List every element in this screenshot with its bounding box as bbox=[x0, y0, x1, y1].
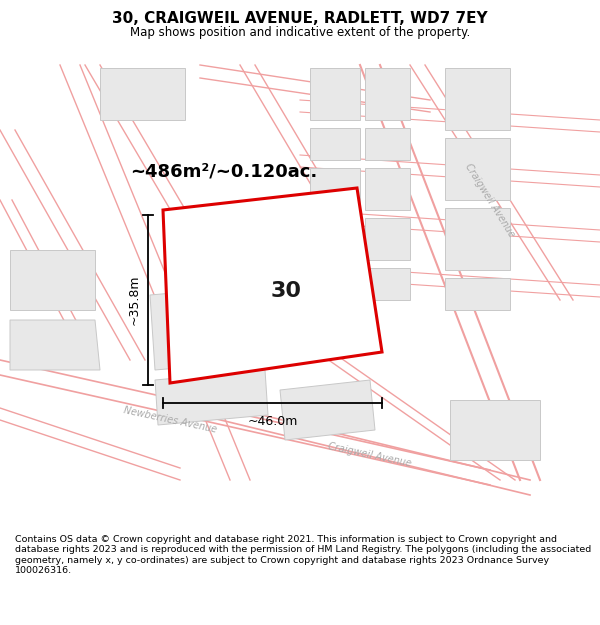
Polygon shape bbox=[310, 168, 360, 210]
Text: Newberries Avenue: Newberries Avenue bbox=[122, 405, 218, 435]
Polygon shape bbox=[450, 400, 540, 460]
Text: Contains OS data © Crown copyright and database right 2021. This information is : Contains OS data © Crown copyright and d… bbox=[15, 535, 591, 575]
Polygon shape bbox=[150, 285, 270, 370]
Text: 30: 30 bbox=[271, 281, 302, 301]
Polygon shape bbox=[365, 218, 410, 260]
Text: ~46.0m: ~46.0m bbox=[247, 415, 298, 428]
Polygon shape bbox=[155, 370, 268, 425]
Polygon shape bbox=[310, 68, 360, 120]
Text: Craigweil Avenue: Craigweil Avenue bbox=[328, 441, 413, 469]
Text: 30, CRAIGWEIL AVENUE, RADLETT, WD7 7EY: 30, CRAIGWEIL AVENUE, RADLETT, WD7 7EY bbox=[112, 11, 488, 26]
Polygon shape bbox=[445, 138, 510, 200]
Polygon shape bbox=[365, 68, 410, 120]
Polygon shape bbox=[365, 268, 410, 300]
Polygon shape bbox=[100, 68, 185, 120]
Polygon shape bbox=[445, 278, 510, 310]
Polygon shape bbox=[310, 268, 360, 300]
Polygon shape bbox=[445, 208, 510, 270]
Polygon shape bbox=[310, 128, 360, 160]
Polygon shape bbox=[445, 68, 510, 130]
Text: Map shows position and indicative extent of the property.: Map shows position and indicative extent… bbox=[130, 26, 470, 39]
Text: ~35.8m: ~35.8m bbox=[128, 275, 141, 325]
Text: ~486m²/~0.120ac.: ~486m²/~0.120ac. bbox=[130, 163, 317, 181]
Text: Craigweil Avenue: Craigweil Avenue bbox=[463, 161, 517, 239]
Polygon shape bbox=[280, 380, 375, 440]
Polygon shape bbox=[10, 320, 100, 370]
Polygon shape bbox=[365, 128, 410, 160]
Polygon shape bbox=[10, 250, 95, 310]
Polygon shape bbox=[163, 188, 382, 383]
Polygon shape bbox=[310, 218, 360, 260]
Polygon shape bbox=[365, 168, 410, 210]
